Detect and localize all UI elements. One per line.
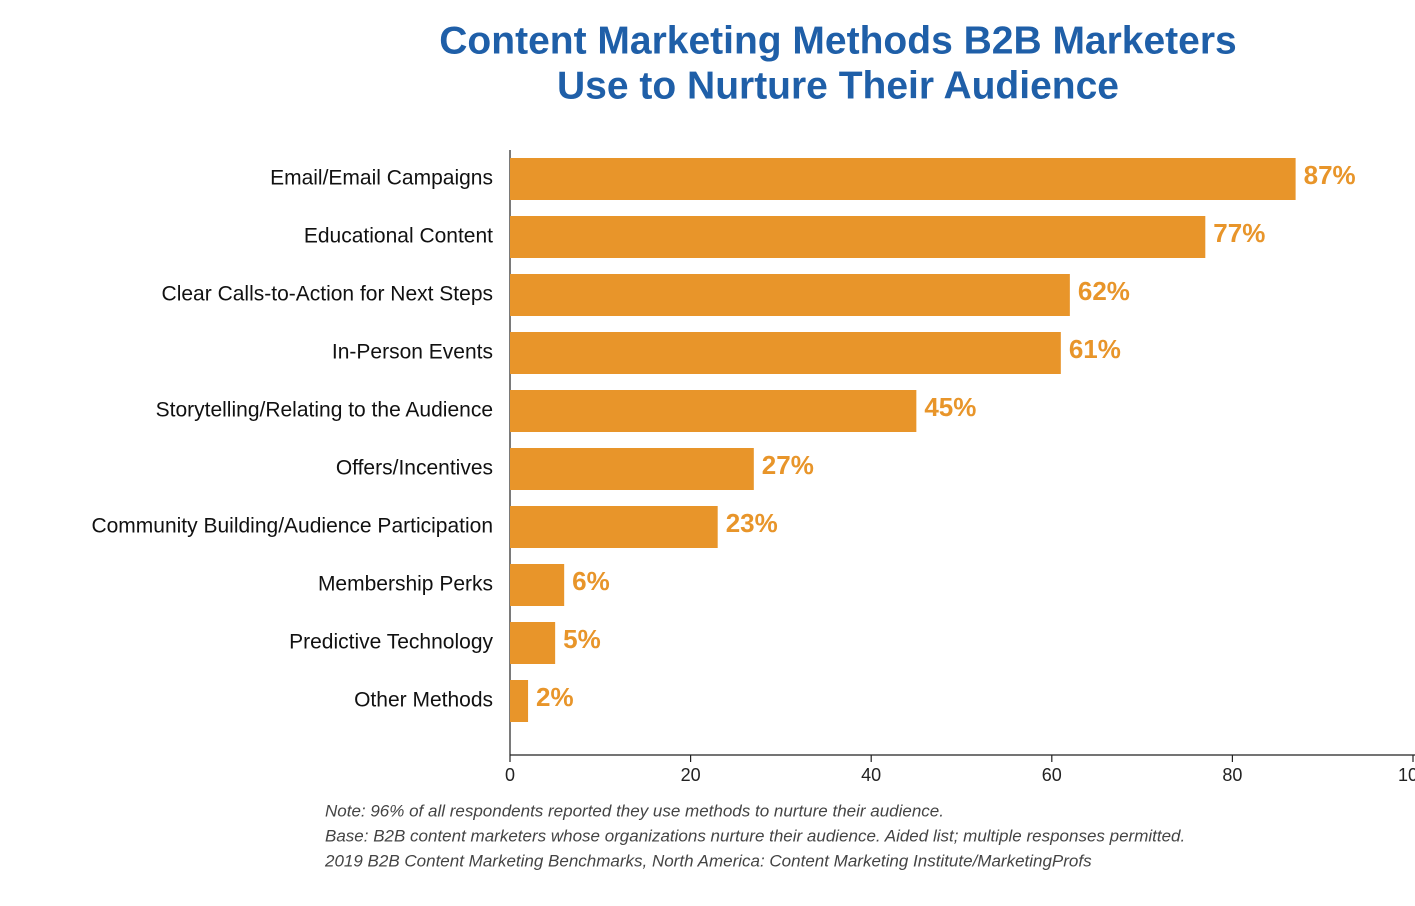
chart-title: Content Marketing Methods B2B Marketers [439,19,1236,62]
x-tick-label: 80 [1222,765,1242,785]
x-tick-label: 0 [505,765,515,785]
x-tick-label: 60 [1042,765,1062,785]
note: 2019 B2B Content Marketing Benchmarks, N… [324,851,1092,870]
category-label: Clear Calls-to-Action for Next Steps [162,283,493,306]
note: Base: B2B content marketers whose organi… [325,826,1185,845]
category-label: Storytelling/Relating to the Audience [156,399,493,422]
bar [510,158,1296,200]
value-label: 5% [563,624,601,654]
value-label: 6% [572,566,610,596]
value-label: 87% [1304,160,1356,190]
category-label: Membership Perks [318,573,493,596]
bar [510,680,529,722]
bar [510,506,718,548]
bar [510,216,1206,258]
value-label: 62% [1078,276,1130,306]
value-label: 77% [1213,218,1265,248]
category-label: Community Building/Audience Participatio… [91,515,493,538]
bar [510,390,917,432]
bar [510,274,1070,316]
bar [510,448,754,490]
category-label: In-Person Events [332,341,493,364]
category-label: Predictive Technology [289,631,493,654]
x-tick-label: 100 [1398,765,1415,785]
value-label: 61% [1069,334,1121,364]
x-tick-label: 20 [681,765,701,785]
x-tick-label: 40 [861,765,881,785]
bar [510,622,556,664]
bar [510,564,565,606]
bar [510,332,1061,374]
value-label: 45% [924,392,976,422]
category-label: Educational Content [304,225,493,248]
value-label: 23% [726,508,778,538]
value-label: 2% [536,682,574,712]
chart-title: Use to Nurture Their Audience [557,64,1119,107]
category-label: Other Methods [354,689,493,712]
category-label: Offers/Incentives [336,457,493,480]
note: Note: 96% of all respondents reported th… [325,801,944,820]
value-label: 27% [762,450,814,480]
category-label: Email/Email Campaigns [270,167,493,190]
